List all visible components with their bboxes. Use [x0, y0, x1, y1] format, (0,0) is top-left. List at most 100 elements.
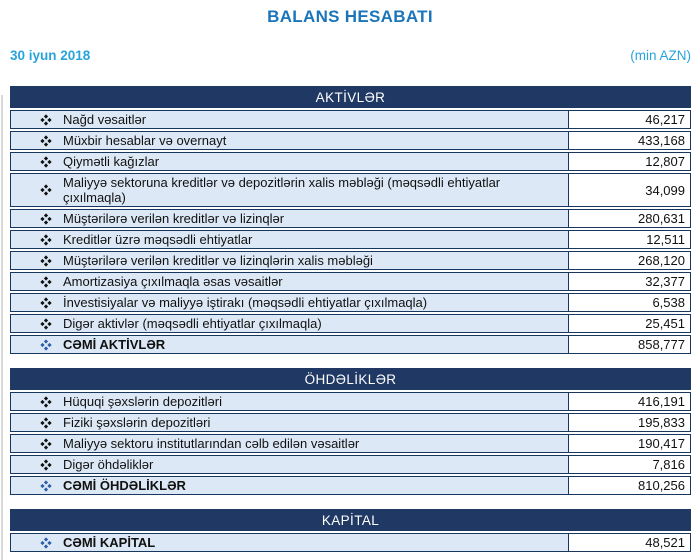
diamond-bullet-icon	[40, 437, 52, 450]
diamond-bullet-icon	[40, 338, 52, 351]
row-value: 280,631	[568, 210, 690, 227]
row-label: Digər aktivlər (məqsədli ehtiyatlar çıxı…	[63, 316, 322, 331]
row-label: CƏMİ KAPİTAL	[63, 535, 156, 550]
row-value: 46,217	[568, 111, 690, 128]
row-value: 195,833	[568, 414, 690, 431]
row-label: Maliyyə sektoru institutlarından cəlb ed…	[63, 436, 360, 451]
row-label: Digər öhdəliklər	[63, 457, 154, 472]
row-value: 12,511	[568, 231, 690, 248]
row-value: 190,417	[568, 435, 690, 452]
label-cell: CƏMİ KAPİTAL	[11, 534, 568, 551]
section-rows: Hüquqi şəxslərin depozitləri 416,191 Fiz…	[10, 392, 691, 495]
table-row: Kreditlər üzrə məqsədli ehtiyatlar 12,51…	[10, 230, 691, 249]
label-cell: Müxbir hesablar və overnayt	[11, 132, 568, 149]
row-label: Qiymətli kağızlar	[63, 154, 160, 169]
row-value: 32,377	[568, 273, 690, 290]
table-row: İnvestisiyalar və maliyyə iştirakı (məqs…	[10, 293, 691, 312]
label-cell: Qiymətli kağızlar	[11, 153, 568, 170]
row-label: Müştərilərə verilən kreditlər və lizinql…	[63, 253, 373, 268]
balance-section: ÖHDƏLİKLƏR Hüquqi şəxslərin depozitləri …	[10, 368, 691, 495]
label-cell: Digər aktivlər (məqsədli ehtiyatlar çıxı…	[11, 315, 568, 332]
row-value: 25,451	[568, 315, 690, 332]
table-row: Fiziki şəxslərin depozitləri 195,833	[10, 413, 691, 432]
diamond-bullet-icon	[40, 113, 52, 126]
row-value: 858,777	[568, 336, 690, 353]
diamond-bullet-icon	[40, 233, 52, 246]
label-cell: Fiziki şəxslərin depozitləri	[11, 414, 568, 431]
label-cell: Digər öhdəliklər	[11, 456, 568, 473]
diamond-bullet-icon	[40, 184, 52, 196]
label-cell: Amortizasiya çıxılmaqla əsas vəsaitlər	[11, 273, 568, 290]
row-label: Müştərilərə verilən kreditlər və lizinql…	[63, 211, 285, 226]
row-value: 7,816	[568, 456, 690, 473]
row-label: Müxbir hesablar və overnayt	[63, 133, 227, 148]
diamond-bullet-icon	[40, 254, 52, 267]
row-label: Kreditlər üzrə məqsədli ehtiyatlar	[63, 232, 253, 247]
diamond-bullet-icon	[40, 275, 52, 288]
report-date: 30 iyun 2018	[10, 48, 91, 63]
report-meta: 30 iyun 2018 (min AZN)	[10, 48, 691, 63]
table-row: Maliyyə sektoru institutlarından cəlb ed…	[10, 434, 691, 453]
table-row: Müştərilərə verilən kreditlər və lizinql…	[10, 209, 691, 228]
table-row: CƏMİ ÖHDƏLİKLƏR 810,256	[10, 476, 691, 495]
label-cell: İnvestisiyalar və maliyyə iştirakı (məqs…	[11, 294, 568, 311]
section-header: AKTİVLƏR	[10, 86, 691, 108]
row-label: CƏMİ ÖHDƏLİKLƏR	[63, 478, 186, 493]
table-row: Müxbir hesablar və overnayt 433,168	[10, 131, 691, 150]
section-header: ÖHDƏLİKLƏR	[10, 368, 691, 390]
row-value: 810,256	[568, 477, 690, 494]
section-rows: Nağd vəsaitlər 46,217 Müxbir hesablar və…	[10, 110, 691, 354]
row-value: 433,168	[568, 132, 690, 149]
label-cell: Hüquqi şəxslərin depozitləri	[11, 393, 568, 410]
label-cell: Müştərilərə verilən kreditlər və lizinql…	[11, 252, 568, 269]
section-rows: CƏMİ KAPİTAL 48,521	[10, 533, 691, 552]
table-row: Qiymətli kağızlar 12,807	[10, 152, 691, 171]
label-cell: CƏMİ ÖHDƏLİKLƏR	[11, 477, 568, 494]
row-value: 34,099	[568, 174, 690, 206]
table-row: Digər aktivlər (məqsədli ehtiyatlar çıxı…	[10, 314, 691, 333]
row-label: İnvestisiyalar və maliyyə iştirakı (məqs…	[63, 295, 428, 310]
row-label: CƏMİ AKTİVLƏR	[63, 337, 166, 352]
table-row: Digər öhdəliklər 7,816	[10, 455, 691, 474]
diamond-bullet-icon	[40, 395, 52, 408]
row-label: Hüquqi şəxslərin depozitləri	[63, 394, 222, 409]
table-row: CƏMİ KAPİTAL 48,521	[10, 533, 691, 552]
diamond-bullet-icon	[40, 155, 52, 168]
section-header: KAPİTAL	[10, 509, 691, 531]
diamond-bullet-icon	[40, 296, 52, 309]
row-value: 416,191	[568, 393, 690, 410]
label-cell: Maliyyə sektoruna kreditlər və depozitlə…	[11, 174, 568, 206]
row-label: Fiziki şəxslərin depozitləri	[63, 415, 211, 430]
row-value: 268,120	[568, 252, 690, 269]
unit-label: (min AZN)	[630, 48, 691, 63]
table-row: Maliyyə sektoruna kreditlər və depozitlə…	[10, 173, 691, 207]
row-label: Maliyyə sektoruna kreditlər və depozitlə…	[63, 175, 501, 205]
balance-section: KAPİTAL CƏMİ KAPİTAL 48,521	[10, 509, 691, 552]
row-label: Amortizasiya çıxılmaqla əsas vəsaitlər	[63, 274, 283, 289]
balance-sheet: AKTİVLƏR Nağd vəsaitlər 46,217 Müxbir he…	[10, 86, 691, 552]
row-value: 6,538	[568, 294, 690, 311]
label-cell: Kreditlər üzrə məqsədli ehtiyatlar	[11, 231, 568, 248]
diamond-bullet-icon	[40, 458, 52, 471]
balance-section: AKTİVLƏR Nağd vəsaitlər 46,217 Müxbir he…	[10, 86, 691, 354]
table-row: Hüquqi şəxslərin depozitləri 416,191	[10, 392, 691, 411]
diamond-bullet-icon	[40, 134, 52, 147]
page-title: BALANS HESABATI	[267, 7, 433, 26]
diamond-bullet-icon	[40, 479, 52, 492]
label-cell: Maliyyə sektoru institutlarından cəlb ed…	[11, 435, 568, 452]
row-value: 48,521	[568, 534, 690, 551]
table-row: Amortizasiya çıxılmaqla əsas vəsaitlər 3…	[10, 272, 691, 291]
table-row: Nağd vəsaitlər 46,217	[10, 110, 691, 129]
label-cell: CƏMİ AKTİVLƏR	[11, 336, 568, 353]
diamond-bullet-icon	[40, 536, 52, 549]
row-value: 12,807	[568, 153, 690, 170]
table-row: Müştərilərə verilən kreditlər və lizinql…	[10, 251, 691, 270]
page-edge-shadow	[1, 95, 3, 560]
row-label: Nağd vəsaitlər	[63, 112, 147, 127]
diamond-bullet-icon	[40, 212, 52, 225]
diamond-bullet-icon	[40, 317, 52, 330]
label-cell: Nağd vəsaitlər	[11, 111, 568, 128]
table-row: CƏMİ AKTİVLƏR 858,777	[10, 335, 691, 354]
diamond-bullet-icon	[40, 416, 52, 429]
label-cell: Müştərilərə verilən kreditlər və lizinql…	[11, 210, 568, 227]
